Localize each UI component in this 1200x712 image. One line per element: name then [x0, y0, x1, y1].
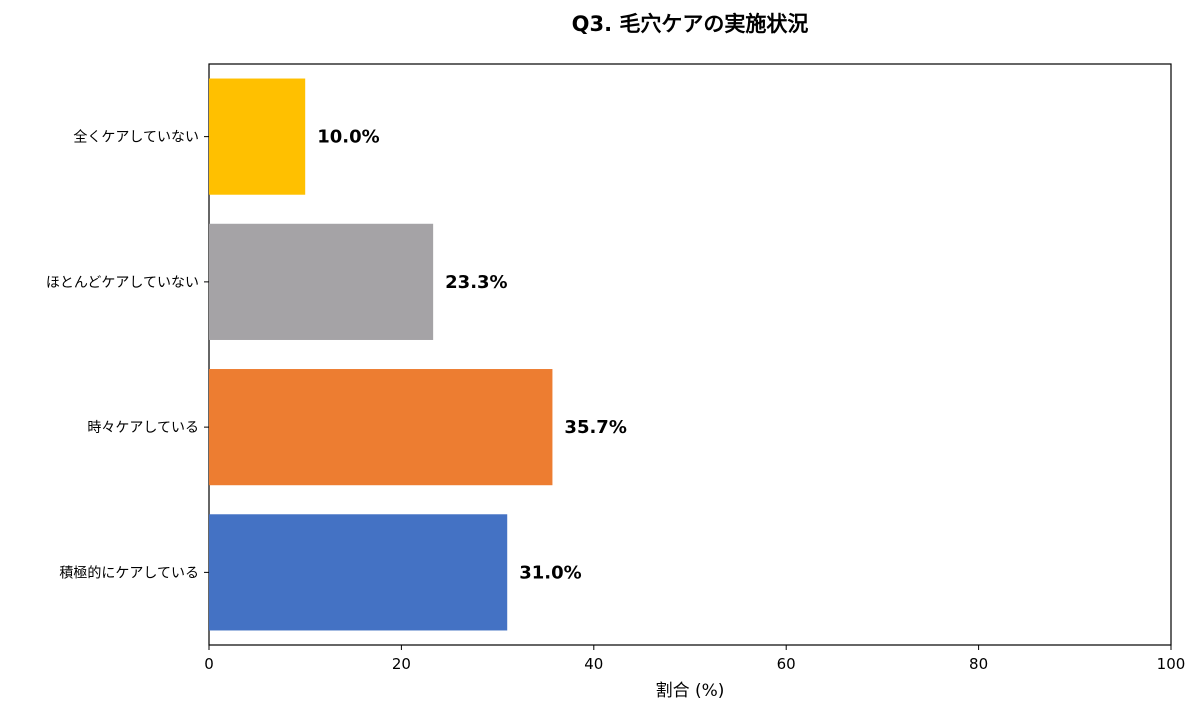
data-label-2: 23.3%	[445, 272, 507, 293]
x-tick-label-80: 80	[969, 655, 988, 673]
bar-1	[209, 78, 306, 195]
plot-area-frame	[208, 63, 1172, 646]
bar-4	[209, 514, 508, 631]
data-labels-layer: 10.0% 23.3% 35.7% 31.0%	[317, 127, 627, 584]
y-tick-label-1: 全くケアしていない	[73, 129, 199, 146]
bars-layer	[209, 78, 553, 631]
bar-3	[209, 369, 553, 486]
x-tick-label-60: 60	[777, 655, 796, 673]
x-axis: 0 20 40 60 80 100	[204, 645, 1185, 673]
x-tick-label-40: 40	[584, 655, 603, 673]
bar-2	[209, 223, 434, 340]
y-tick-label-4: 積極的にケアしている	[59, 565, 199, 581]
data-label-3: 35.7%	[564, 417, 626, 438]
x-axis-label: 割合 (%)	[656, 681, 725, 701]
data-label-1: 10.0%	[317, 127, 379, 148]
chart-title: Q3. 毛穴ケアの実施状況	[572, 12, 809, 36]
x-tick-label-20: 20	[392, 655, 411, 673]
data-label-4: 31.0%	[519, 562, 581, 583]
y-tick-label-3: 時々ケアしている	[87, 420, 199, 436]
y-tick-label-2: ほとんどケアしていない	[46, 275, 199, 291]
x-tick-label-0: 0	[204, 655, 214, 673]
x-tick-label-100: 100	[1157, 655, 1186, 673]
